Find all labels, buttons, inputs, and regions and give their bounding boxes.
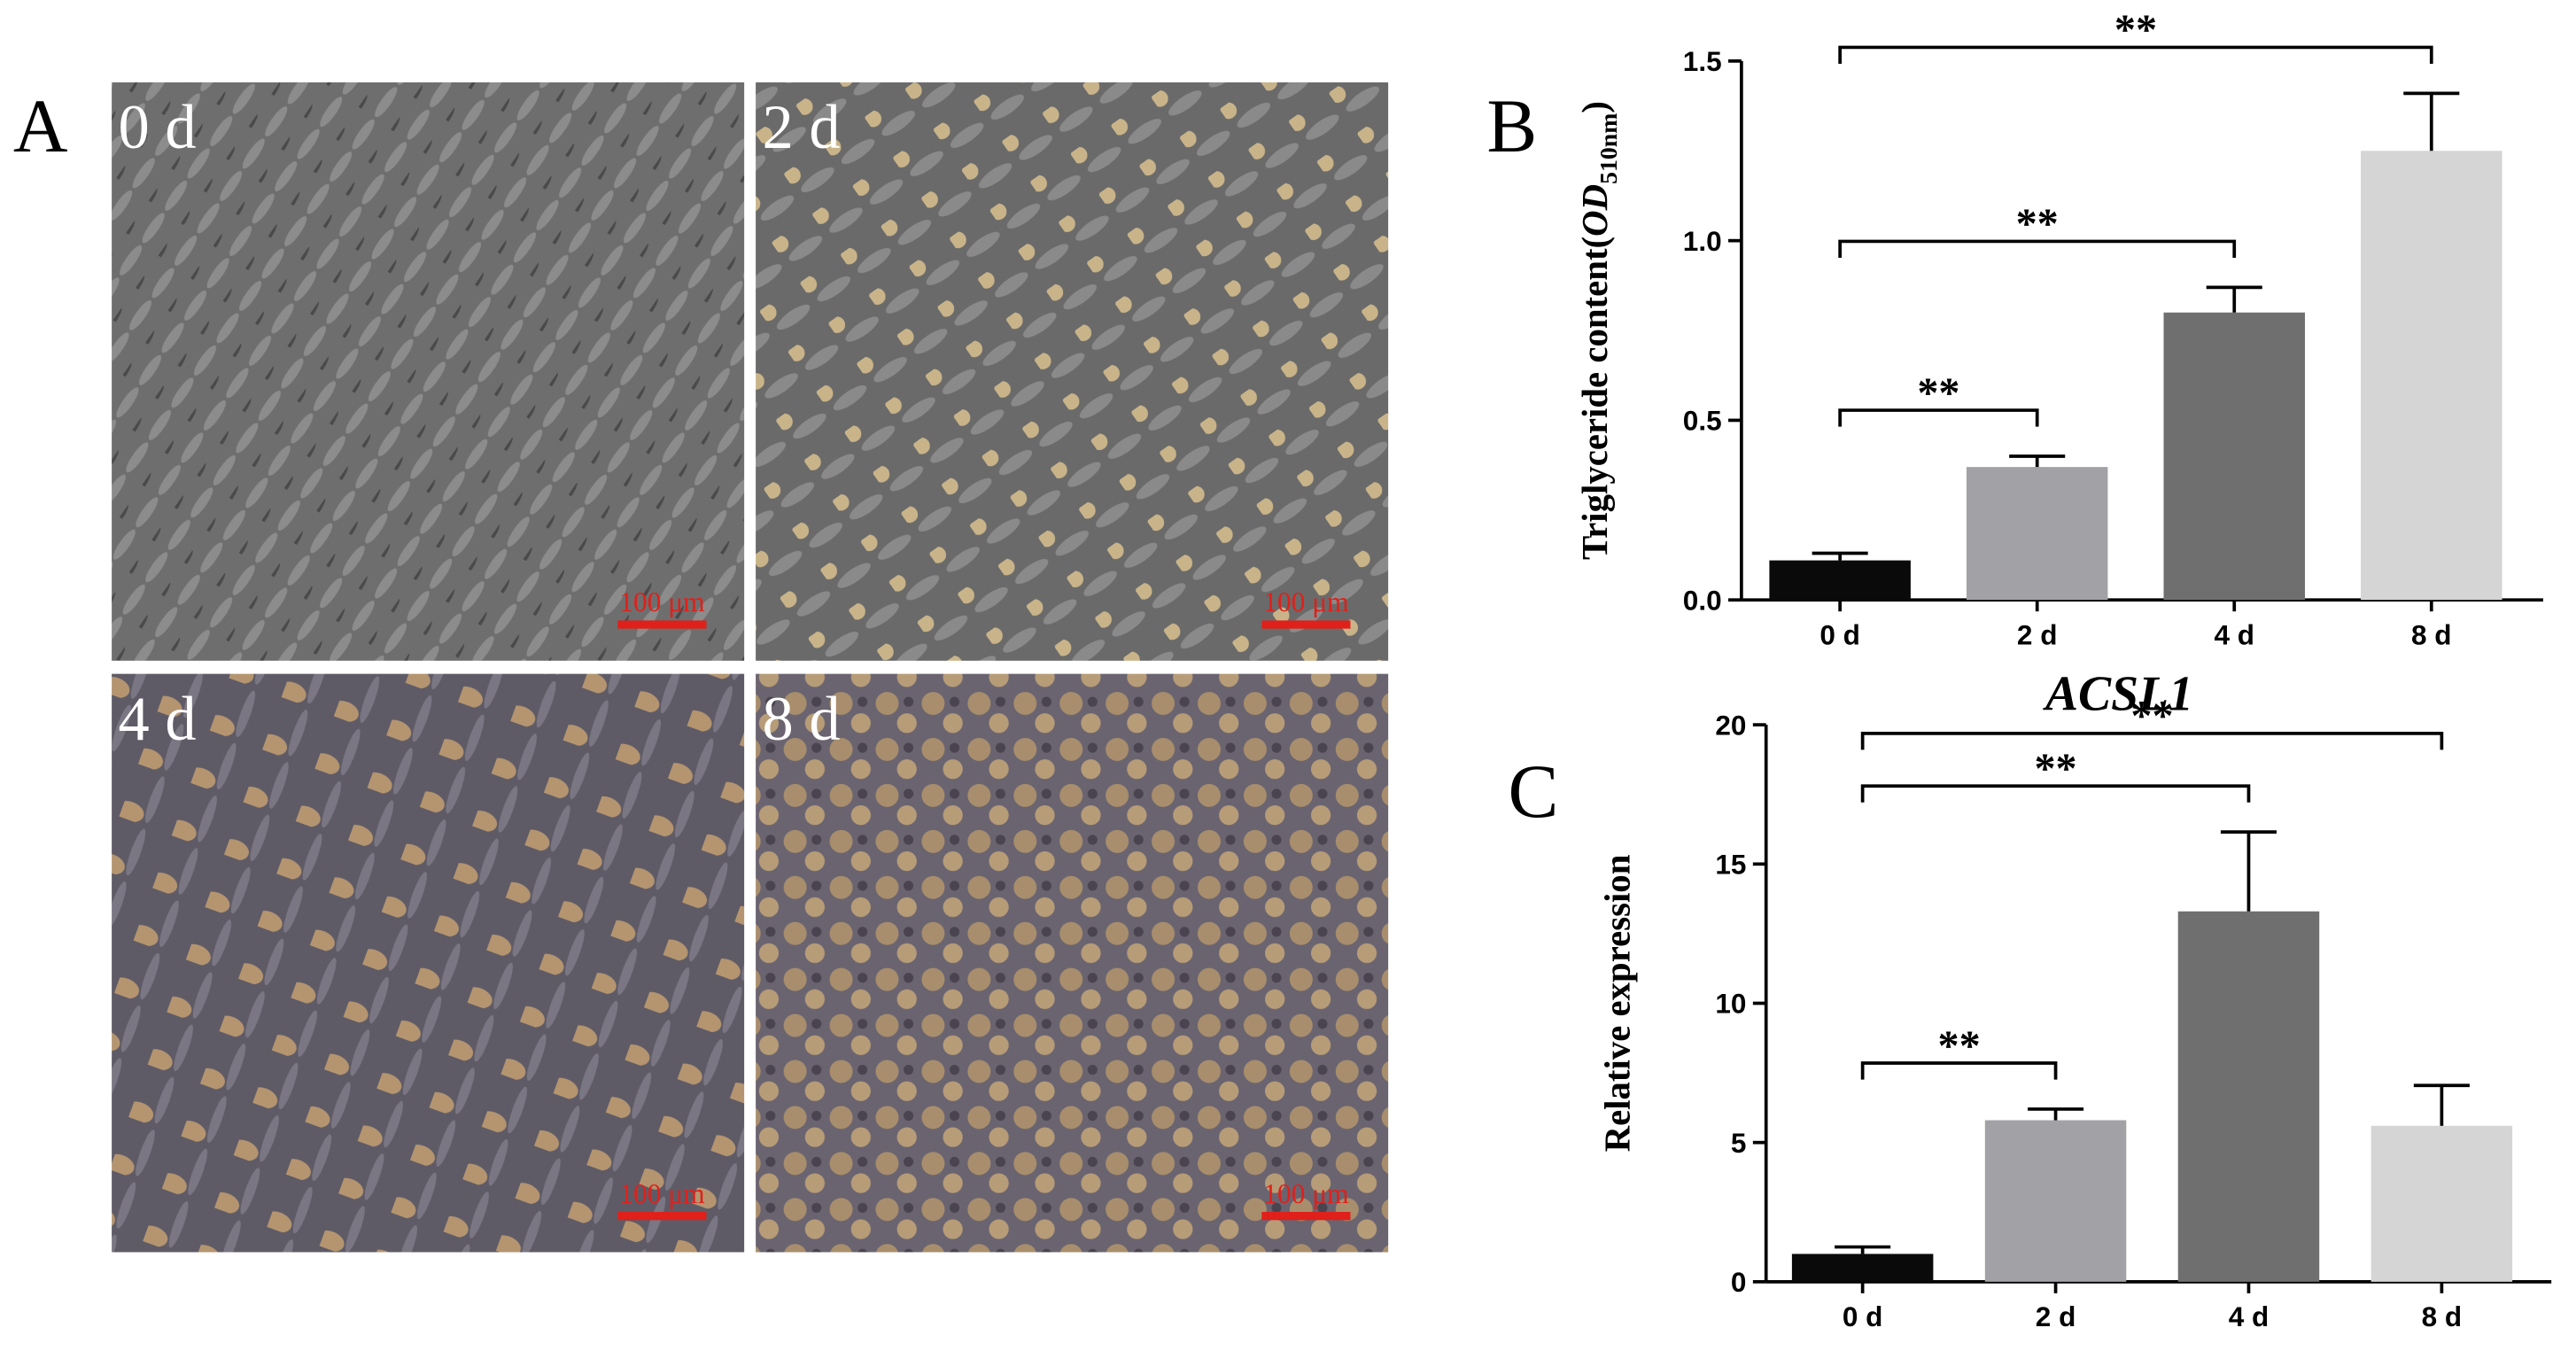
chart-b: B Triglyceride content(OD510nm) 0.0 0.5 1.0 1… bbox=[1486, 7, 2543, 650]
x-tick-label: 8 d bbox=[2422, 1301, 2463, 1332]
y-axis-label-part: Triglyceride content( bbox=[1575, 237, 1615, 560]
significance-bracket bbox=[1838, 408, 2039, 427]
y-tick-label: 1.0 bbox=[1683, 225, 1722, 257]
bar bbox=[2370, 1125, 2513, 1282]
micrograph bbox=[112, 673, 745, 1253]
scale-bar-label: 100 μm bbox=[619, 1178, 705, 1209]
scale-bar-label: 100 μm bbox=[619, 586, 705, 617]
micrograph bbox=[756, 82, 1389, 661]
y-tick-label: 10 bbox=[1715, 988, 1746, 1020]
chart-title: ACSL1 bbox=[2043, 666, 2193, 721]
y-axis-label: Triglyceride content(OD510nm) bbox=[1575, 101, 1623, 560]
panel-label: B bbox=[1486, 85, 1537, 168]
micrograph bbox=[112, 82, 745, 661]
significance-bracket bbox=[1838, 239, 2237, 258]
x-tick-label: 0 d bbox=[1843, 1301, 1883, 1332]
x-tick-label: 0 d bbox=[1819, 618, 1860, 650]
image-label: 0 d bbox=[119, 93, 197, 162]
bar bbox=[1984, 1120, 2127, 1282]
x-tick-label: 8 d bbox=[2411, 618, 2452, 650]
y-axis-label-part: ) bbox=[1575, 101, 1615, 113]
significance-bracket bbox=[1860, 784, 2251, 803]
bar bbox=[2177, 911, 2320, 1282]
image-label: 4 d bbox=[119, 685, 197, 754]
y-tick-label: 0.5 bbox=[1683, 405, 1722, 437]
y-axis-label: Relative expression bbox=[1598, 854, 1638, 1152]
significance-label: ** bbox=[2034, 746, 2076, 793]
panel-label: A bbox=[13, 85, 68, 168]
significance-label: ** bbox=[1937, 1022, 1980, 1069]
y-tick-label: 0 bbox=[1731, 1266, 1747, 1298]
bar bbox=[2163, 312, 2305, 601]
x-tick-label: 4 d bbox=[2229, 1301, 2270, 1332]
panel-a: A 0 d 100 μm 2 d 100 μm 4 d 100 μm 8 d 100 μm bbox=[13, 82, 1389, 1253]
image-label: 8 d bbox=[763, 685, 841, 754]
significance-label: ** bbox=[2016, 201, 2059, 248]
scale-bar-label: 100 μm bbox=[1263, 1178, 1349, 1209]
significance-bracket bbox=[1860, 1061, 2058, 1080]
significance-label: ** bbox=[2114, 7, 2157, 54]
image-label: 2 d bbox=[763, 93, 841, 162]
x-tick-label: 2 d bbox=[2017, 618, 2058, 650]
significance-bracket bbox=[1838, 45, 2433, 64]
y-tick-label: 20 bbox=[1715, 709, 1746, 741]
significance-label: ** bbox=[2130, 693, 2173, 740]
x-tick-label: 2 d bbox=[2036, 1301, 2076, 1332]
x-tick-label: 4 d bbox=[2214, 618, 2254, 650]
micrograph bbox=[756, 673, 1389, 1253]
y-axis-label-part: 510nm bbox=[1595, 113, 1623, 184]
bar bbox=[1791, 1254, 1934, 1282]
bar bbox=[2361, 151, 2502, 601]
panel-label: C bbox=[1509, 750, 1559, 834]
significance-label: ** bbox=[1917, 369, 1959, 416]
y-tick-label: 15 bbox=[1715, 848, 1746, 880]
y-tick-label: 1.5 bbox=[1683, 45, 1722, 77]
bar bbox=[1966, 467, 2108, 601]
y-tick-label: 5 bbox=[1731, 1127, 1747, 1159]
significance-bracket bbox=[1860, 732, 2444, 750]
bar bbox=[1769, 560, 1911, 601]
scale-bar-label: 100 μm bbox=[1263, 586, 1349, 617]
y-axis-label-part: OD bbox=[1575, 184, 1615, 237]
y-tick-label: 0.0 bbox=[1683, 584, 1722, 616]
chart-c: C ACSL1 Relative expression 0 5 10 15 20 0 d 2 d 4… bbox=[1509, 666, 2552, 1332]
